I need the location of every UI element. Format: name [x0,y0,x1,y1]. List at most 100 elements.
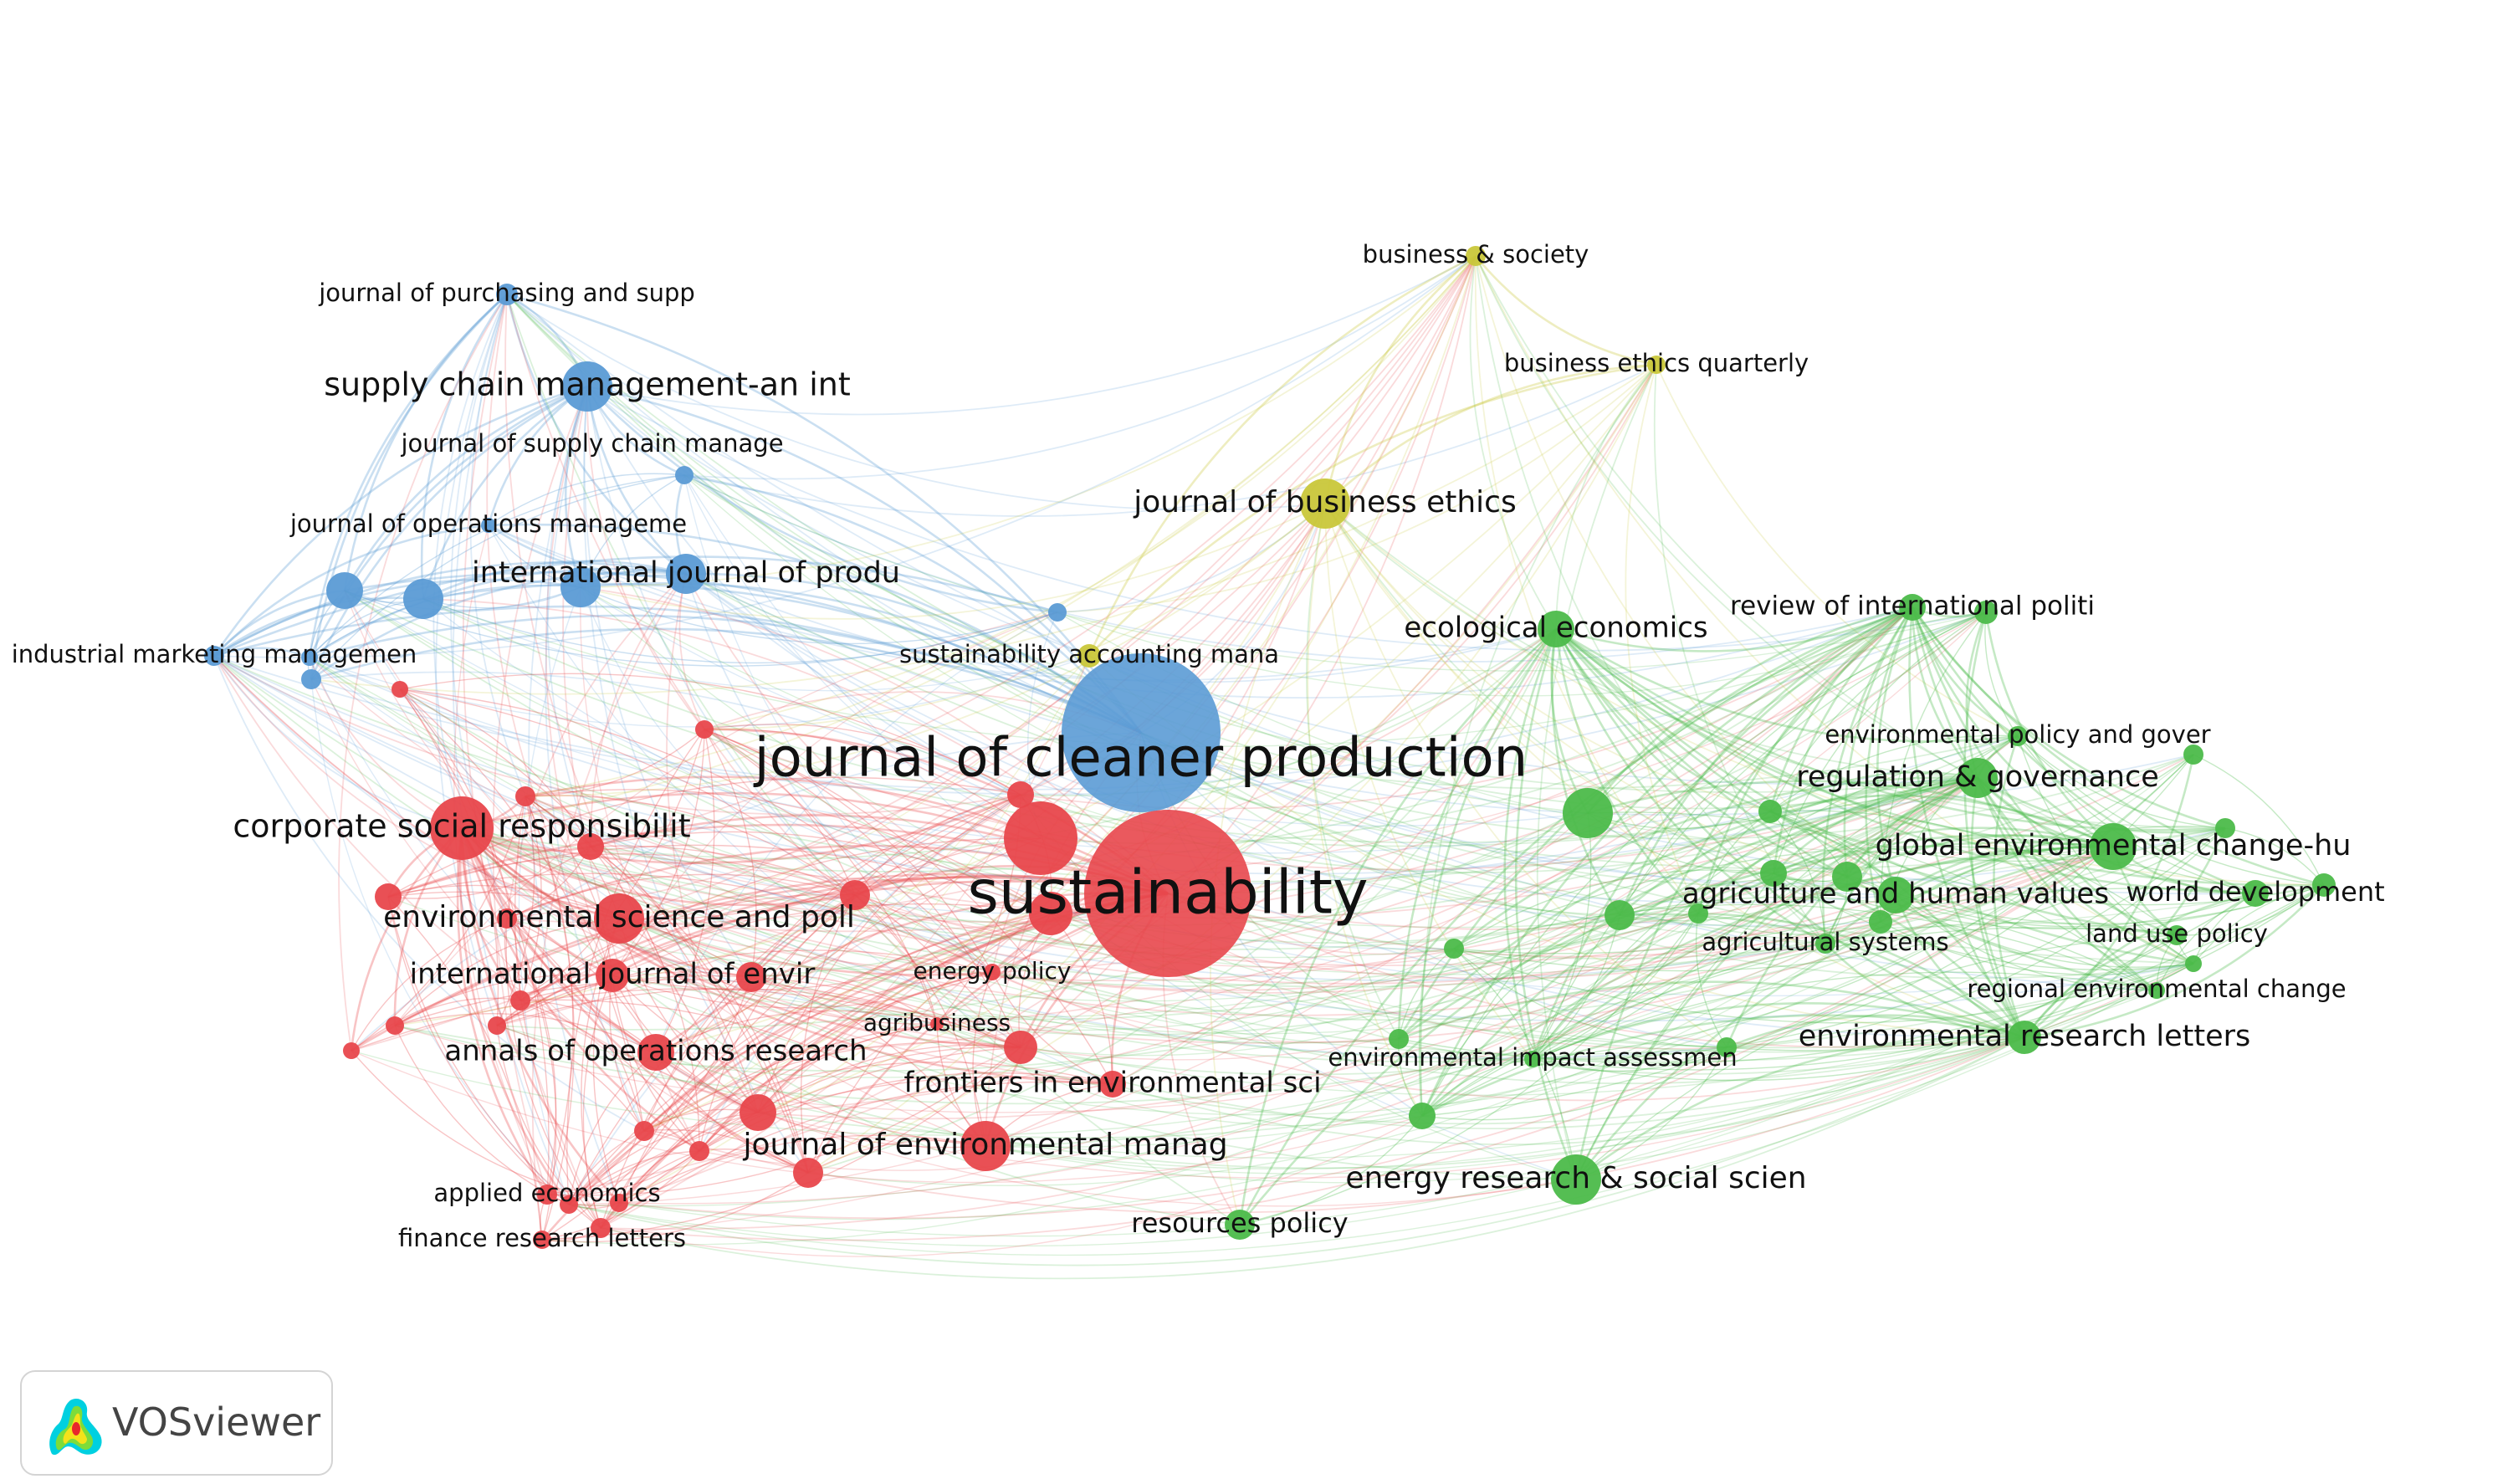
network-link [344,590,752,978]
node-jem[interactable] [960,1121,1011,1171]
node-g4[interactable] [1832,862,1862,892]
network-link [213,605,1142,734]
node-r18[interactable] [515,786,535,806]
network-link [1421,914,1620,1117]
network-link [600,1115,1423,1257]
node-ae[interactable] [537,1185,557,1205]
node-csr[interactable] [430,796,494,860]
node-r9[interactable] [689,1141,709,1161]
node-jscm[interactable] [675,466,694,484]
node-g5[interactable] [1758,800,1782,823]
node-frl[interactable] [533,1231,551,1249]
node-ep[interactable] [984,964,1001,980]
node-wd[interactable] [2242,880,2269,907]
node-r20[interactable] [695,720,714,739]
node-r8[interactable] [793,1158,823,1188]
network-link [351,255,1477,1052]
node-r22[interactable] [610,1194,628,1212]
node-scm[interactable] [562,361,612,412]
node-gec[interactable] [2090,823,2137,870]
node-b2[interactable] [403,579,443,619]
node-r16[interactable] [343,1042,360,1059]
node-b6[interactable] [1048,603,1067,622]
node-ije[interactable] [596,959,629,992]
node-g10[interactable] [1717,1037,1737,1057]
node-r1[interactable] [1004,801,1077,875]
node-r14[interactable] [488,1016,506,1035]
node-ijp[interactable] [666,554,706,594]
network-link [643,892,1169,1132]
node-b3[interactable] [560,567,601,607]
node-bs[interactable] [1466,246,1486,266]
network-link [1554,628,2157,992]
node-g13[interactable] [2215,818,2235,838]
node-beq[interactable] [1647,356,1666,374]
node-r12[interactable] [497,908,517,929]
label-lup: land use policy [2086,919,2268,948]
node-b4[interactable] [301,649,318,666]
node-aor[interactable] [637,1034,674,1071]
node-r3[interactable] [1007,781,1034,808]
node-g6[interactable] [1688,903,1708,924]
node-imm[interactable] [204,646,224,666]
network-link [1895,842,2114,897]
node-rg[interactable] [1958,758,1998,798]
node-r23[interactable] [591,1218,611,1238]
node-g11[interactable] [2312,873,2336,897]
node-jcp[interactable] [1062,653,1221,812]
network-link [1697,834,2114,915]
node-r11[interactable] [375,883,402,910]
node-r4[interactable] [840,880,870,910]
node-r17[interactable] [577,833,604,860]
node-ee[interactable] [1538,611,1574,647]
node-r2[interactable] [1029,892,1072,935]
node-sam[interactable] [1077,644,1101,668]
node-r10[interactable] [634,1121,654,1141]
network-link [586,385,1143,734]
node-r7[interactable] [740,1094,776,1131]
node-g_rip2[interactable] [1974,601,1998,624]
node-r15[interactable] [386,1016,404,1035]
node-g3[interactable] [1760,860,1787,887]
network-link [643,1128,809,1174]
node-epg[interactable] [2008,726,2028,746]
node-b5[interactable] [301,669,321,689]
node-ags[interactable] [1815,934,1835,954]
network-link [1555,628,2256,895]
node-r21[interactable] [560,1195,578,1214]
node-jbe[interactable] [1300,478,1350,529]
node-rip[interactable] [1899,594,1926,621]
node-b1[interactable] [326,572,363,609]
network-link [1697,913,1881,935]
node-esp[interactable] [594,893,644,944]
node-g1[interactable] [1563,788,1613,838]
node-g12[interactable] [2183,745,2203,765]
node-rec[interactable] [2148,982,2165,999]
node-erl[interactable] [2008,1021,2041,1054]
node-sus[interactable] [1084,810,1251,977]
node-g7[interactable] [1444,939,1464,959]
network-link [1531,776,1978,1060]
node-r13[interactable] [510,990,530,1011]
node-r5[interactable] [736,962,766,992]
node-g14[interactable] [1869,910,1892,934]
node-ahv[interactable] [1877,877,1914,913]
node-jps[interactable] [496,284,518,305]
node-jom[interactable] [481,518,496,533]
network-link [1532,914,1620,1060]
network-link [525,503,1326,797]
node-g9[interactable] [1409,1103,1436,1129]
node-r19[interactable] [392,681,408,698]
node-lup[interactable] [2167,925,2187,945]
node-fes[interactable] [1099,1071,1126,1098]
node-rp[interactable] [1225,1210,1255,1240]
node-r6[interactable] [1004,1031,1037,1064]
node-eia[interactable] [1524,1051,1541,1067]
node-agb[interactable] [930,1017,944,1031]
node-g2[interactable] [1605,900,1635,930]
network-link [683,474,1987,672]
network-link [2017,735,2325,886]
node-erss[interactable] [1551,1154,1601,1205]
node-g8[interactable] [1389,1029,1409,1049]
node-g15[interactable] [2185,955,2202,972]
